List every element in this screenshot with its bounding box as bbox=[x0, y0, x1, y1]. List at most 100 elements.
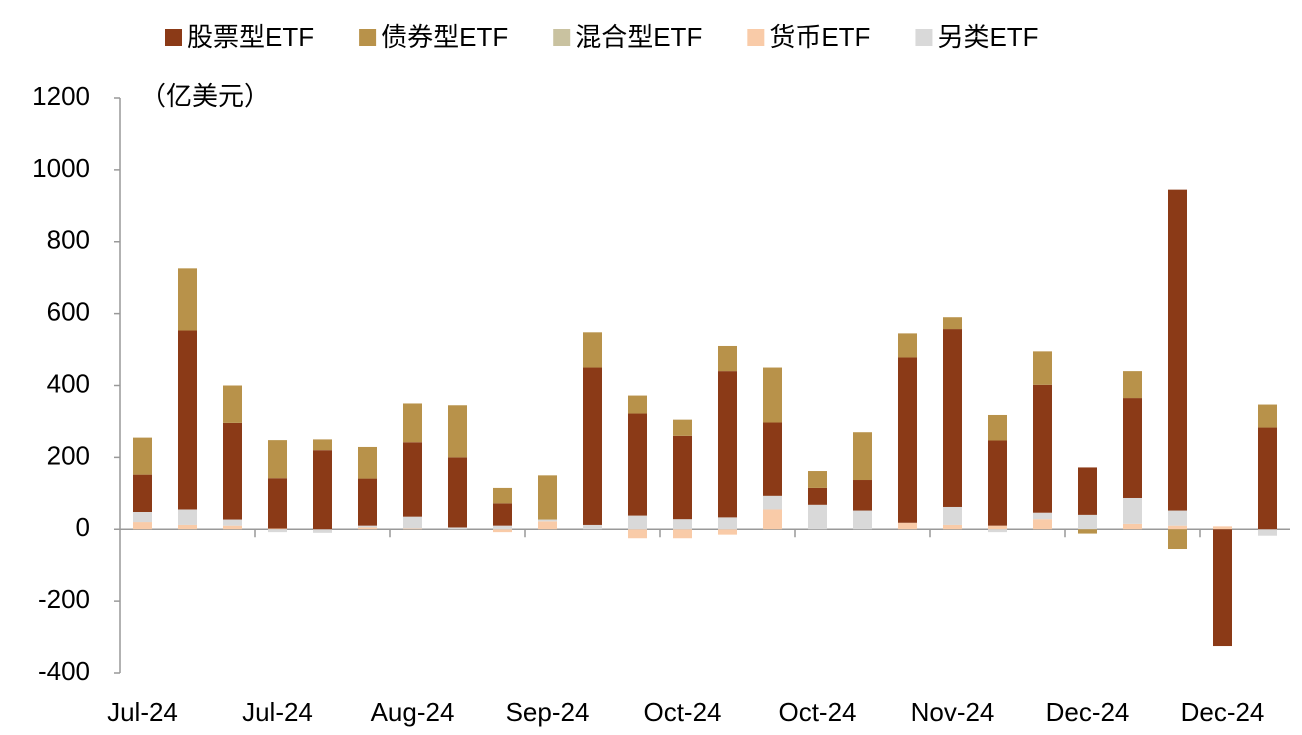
bar-segment bbox=[358, 527, 377, 530]
bar-segment bbox=[718, 529, 737, 535]
x-tick-label: Jul-24 bbox=[242, 697, 313, 727]
bar-segment bbox=[853, 510, 872, 530]
bar-segment bbox=[223, 422, 242, 520]
bar-segment bbox=[1168, 525, 1187, 530]
bar-segment bbox=[538, 475, 557, 520]
bar-segment bbox=[178, 330, 197, 510]
bar-segment bbox=[628, 529, 647, 539]
bar-segment bbox=[1168, 510, 1187, 526]
y-tick-label: 400 bbox=[47, 368, 90, 398]
bar-segment bbox=[223, 525, 242, 530]
bar-segment bbox=[988, 529, 1007, 533]
bar-segment bbox=[358, 478, 377, 526]
bar-segment bbox=[448, 457, 467, 528]
bar-segment bbox=[403, 516, 422, 529]
bar-segment bbox=[268, 528, 287, 530]
bar-segment bbox=[358, 446, 377, 479]
y-tick-label: -200 bbox=[38, 584, 90, 614]
bar-segment bbox=[1213, 526, 1232, 530]
bar-segment bbox=[1258, 404, 1277, 428]
bar-segment bbox=[538, 521, 557, 530]
x-tick-label: Oct-24 bbox=[643, 697, 721, 727]
bar-segment bbox=[943, 524, 962, 530]
bar-segment bbox=[358, 525, 377, 528]
bar-segment bbox=[898, 522, 917, 530]
bar-segment bbox=[673, 435, 692, 520]
bar-segment bbox=[538, 519, 557, 522]
bar-segment bbox=[718, 371, 737, 518]
bar-segment bbox=[628, 515, 647, 530]
bar-segment bbox=[448, 405, 467, 458]
bar-segment bbox=[673, 419, 692, 436]
bar-segment bbox=[988, 525, 1007, 530]
bar-segment bbox=[493, 525, 512, 530]
bar-segment bbox=[1078, 529, 1097, 534]
bar-segment bbox=[763, 509, 782, 530]
bar-segment bbox=[133, 437, 152, 475]
bar-segment bbox=[493, 487, 512, 504]
bar-segment bbox=[178, 524, 197, 530]
legend-swatch bbox=[553, 29, 571, 46]
bar-segment bbox=[223, 385, 242, 423]
bar-segment bbox=[403, 528, 422, 530]
bar-segment bbox=[1258, 427, 1277, 530]
bar-segment bbox=[583, 332, 602, 368]
bar-segment bbox=[313, 439, 332, 451]
bar-segment bbox=[268, 478, 287, 529]
bar-segment bbox=[1033, 512, 1052, 520]
bar-segment bbox=[763, 495, 782, 510]
bar-segment bbox=[1123, 497, 1142, 524]
bar-segment bbox=[1033, 351, 1052, 385]
bar-segment bbox=[313, 450, 332, 530]
legend-label: 另类ETF bbox=[937, 22, 1038, 52]
bar-segment bbox=[178, 268, 197, 331]
legend-label: 股票型ETF bbox=[187, 22, 314, 52]
y-tick-label: 1200 bbox=[32, 81, 90, 111]
bar-segment bbox=[133, 522, 152, 530]
bar-segment bbox=[943, 317, 962, 330]
bar-segment bbox=[1078, 467, 1097, 515]
bar-segment bbox=[1258, 529, 1277, 536]
bar-segment bbox=[628, 413, 647, 516]
bar-segment bbox=[133, 474, 152, 512]
bar-segment bbox=[493, 503, 512, 526]
bar-segment bbox=[1123, 371, 1142, 399]
bar-segment bbox=[673, 529, 692, 539]
bar-segment bbox=[448, 527, 467, 530]
bar-segment bbox=[403, 442, 422, 517]
x-tick-label: Nov-24 bbox=[911, 697, 995, 727]
bar-segment bbox=[268, 440, 287, 479]
bar-segment bbox=[763, 422, 782, 496]
legend-swatch bbox=[747, 29, 765, 46]
legend-label: 货币ETF bbox=[769, 22, 870, 52]
x-tick-label: Oct-24 bbox=[778, 697, 856, 727]
bar-segment bbox=[988, 414, 1007, 441]
y-tick-label: 600 bbox=[47, 297, 90, 327]
y-tick-label: 1000 bbox=[32, 153, 90, 183]
y-tick-label: -400 bbox=[38, 656, 90, 686]
y-tick-label: 800 bbox=[47, 225, 90, 255]
bar-segment bbox=[403, 403, 422, 443]
x-tick-label: Sep-24 bbox=[506, 697, 590, 727]
legend-swatch bbox=[165, 29, 182, 46]
y-tick-label: 200 bbox=[47, 440, 90, 470]
bar-segment bbox=[763, 367, 782, 423]
bar-segment bbox=[268, 529, 287, 533]
bar-segment bbox=[1123, 523, 1142, 530]
unit-annotation: （亿美元） bbox=[140, 81, 270, 111]
x-tick-label: Dec-24 bbox=[1046, 697, 1130, 727]
bar-segment bbox=[898, 357, 917, 523]
bar-segment bbox=[223, 519, 242, 526]
bar-segment bbox=[718, 517, 737, 530]
bar-segment bbox=[898, 333, 917, 358]
bar-segment bbox=[583, 367, 602, 525]
bar-segment bbox=[1213, 529, 1232, 647]
x-tick-label: Aug-24 bbox=[371, 697, 455, 727]
bar-segment bbox=[943, 506, 962, 525]
bar-segment bbox=[313, 529, 332, 533]
legend-label: 混合型ETF bbox=[575, 22, 702, 52]
legend-label: 债券型ETF bbox=[381, 22, 508, 52]
bar-segment bbox=[628, 395, 647, 414]
bar-segment bbox=[853, 432, 872, 481]
